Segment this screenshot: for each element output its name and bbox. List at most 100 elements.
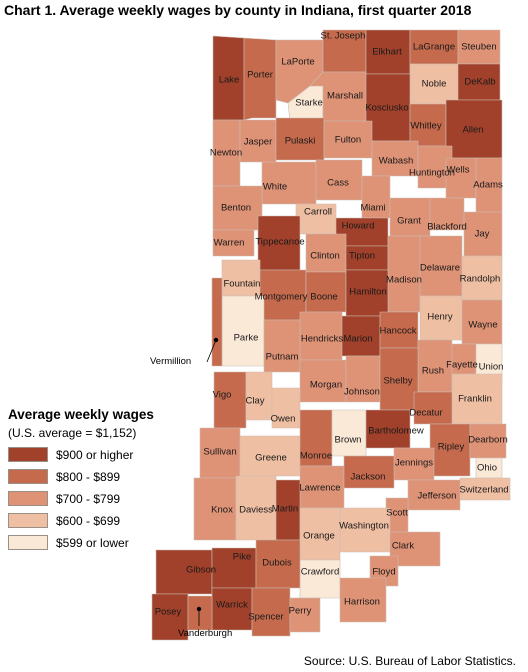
county-label-howard: Howard [342,221,375,232]
legend-item-800-899: $800 - $899 [8,469,208,484]
chart-title: Chart 1. Average weekly wages by county … [4,2,472,18]
county-label-lake: Lake [219,75,240,86]
legend-swatch [8,447,48,462]
county-label-jennings: Jennings [395,458,433,469]
county-label-kosciusko: Kosciusko [365,103,408,114]
county-label-porter: Porter [247,70,273,81]
county-label-hendricks: Hendricks [301,334,343,345]
county-harrison [339,577,387,623]
county-label-orange: Orange [303,531,335,542]
callout-vermillion: Vermillion [150,356,192,367]
county-label-jay: Jay [475,229,490,240]
county-label-delaware: Delaware [420,263,460,274]
legend-item-900-plus: $900 or higher [8,447,208,462]
county-spencer [251,587,291,637]
county-label-miami: Miami [360,203,385,214]
county-label-rush: Rush [422,366,444,377]
legend: Average weekly wages (U.S. average = $1,… [8,407,208,550]
county-label-fountain: Fountain [224,279,261,290]
county-label-owen: Owen [271,414,296,425]
county-vermillion [211,277,223,367]
county-label-hamilton: Hamilton [349,287,387,298]
county-label-wabash: Wabash [379,156,414,167]
county-label-adams: Adams [473,180,503,191]
legend-title: Average weekly wages [8,407,154,422]
county-label-elkhart: Elkhart [372,47,402,58]
county-label-harrison: Harrison [344,597,380,608]
county-label-allen: Allen [462,125,483,136]
county-label-jefferson: Jefferson [418,491,457,502]
county-vigo [213,371,247,429]
county-label-jackson: Jackson [351,472,386,483]
county-label-st-joseph: St. Joseph [321,31,366,42]
county-label-wells: Wells [446,165,469,176]
county-label-daviess: Daviess [239,505,273,516]
county-label-clinton: Clinton [310,251,340,262]
legend-label: $800 - $899 [56,469,121,484]
county-label-scott: Scott [386,508,408,519]
source-note: Source: U.S. Bureau of Labor Statistics. [303,654,516,668]
county-label-ohio: Ohio [477,463,497,474]
county-brown [331,409,367,457]
legend-item-700-799: $700 - $799 [8,491,208,506]
county-label-lagrange: LaGrange [413,42,455,53]
county-label-bartholomew: Bartholomew [368,426,424,437]
county-jackson [343,455,395,489]
county-parke [221,295,265,367]
callout-markers [196,337,219,626]
county-label-white: White [263,182,287,193]
county-label-posey: Posey [155,607,182,618]
county-label-warren: Warren [214,238,245,249]
county-label-shelby: Shelby [383,376,412,387]
county-label-spencer: Spencer [248,612,283,623]
county-label-perry: Perry [289,606,312,617]
county-label-pulaski: Pulaski [285,136,316,147]
county-label-monroe: Monroe [300,451,332,462]
county-label-boone: Boone [310,292,337,303]
county-label-grant: Grant [397,216,421,227]
county-label-newton: Newton [210,148,242,159]
county-warren [212,229,255,257]
county-label-knox: Knox [211,505,233,516]
county-label-vigo: Vigo [213,390,232,401]
county-label-fulton: Fulton [335,135,361,146]
county-label-dearborn: Dearborn [468,435,508,446]
county-label-hancock: Hancock [380,326,417,337]
county-label-union: Union [479,362,504,373]
county-label-dekalb: DeKalb [464,77,495,88]
county-label-tipton: Tipton [349,251,375,262]
county-label-dubois: Dubois [262,558,292,569]
callout-vanderburgh: Vanderburgh [178,628,233,639]
county-label-decatur: Decatur [409,408,442,419]
county-dubois [255,539,301,589]
county-label-washington: Washington [339,521,389,532]
legend-item-599-lower: $599 or lower [8,535,208,550]
county-label-noble: Noble [422,79,447,90]
county-label-marion: Marion [343,334,372,345]
county-label-benton: Benton [221,203,251,214]
county-label-jasper: Jasper [244,137,273,148]
county-label-lawrence: Lawrence [299,483,340,494]
county-label-montgomery: Montgomery [255,292,308,303]
county-label-starke: Starke [295,98,322,109]
county-label-crawford: Crawford [301,567,340,578]
county-label-parke: Parke [234,333,259,344]
county-label-franklin: Franklin [458,394,492,405]
county-label-laporte: LaPorte [281,57,314,68]
county-label-huntington: Huntington [409,168,455,179]
county-label-putnam: Putnam [266,352,299,363]
county-label-morgan: Morgan [310,380,342,391]
legend-swatch [8,491,48,506]
county-label-carroll: Carroll [304,207,332,218]
county-label-ripley: Ripley [438,442,465,453]
legend-label: $599 or lower [56,535,129,550]
county-label-greene: Greene [255,453,287,464]
county-label-floyd: Floyd [372,567,395,578]
county-label-clay: Clay [245,396,264,407]
legend-label: $900 or higher [56,447,134,462]
county-vanderburgh [187,595,213,631]
county-label-cass: Cass [327,178,349,189]
county-label-wayne: Wayne [468,320,497,331]
county-label-steuben: Steuben [461,42,496,53]
